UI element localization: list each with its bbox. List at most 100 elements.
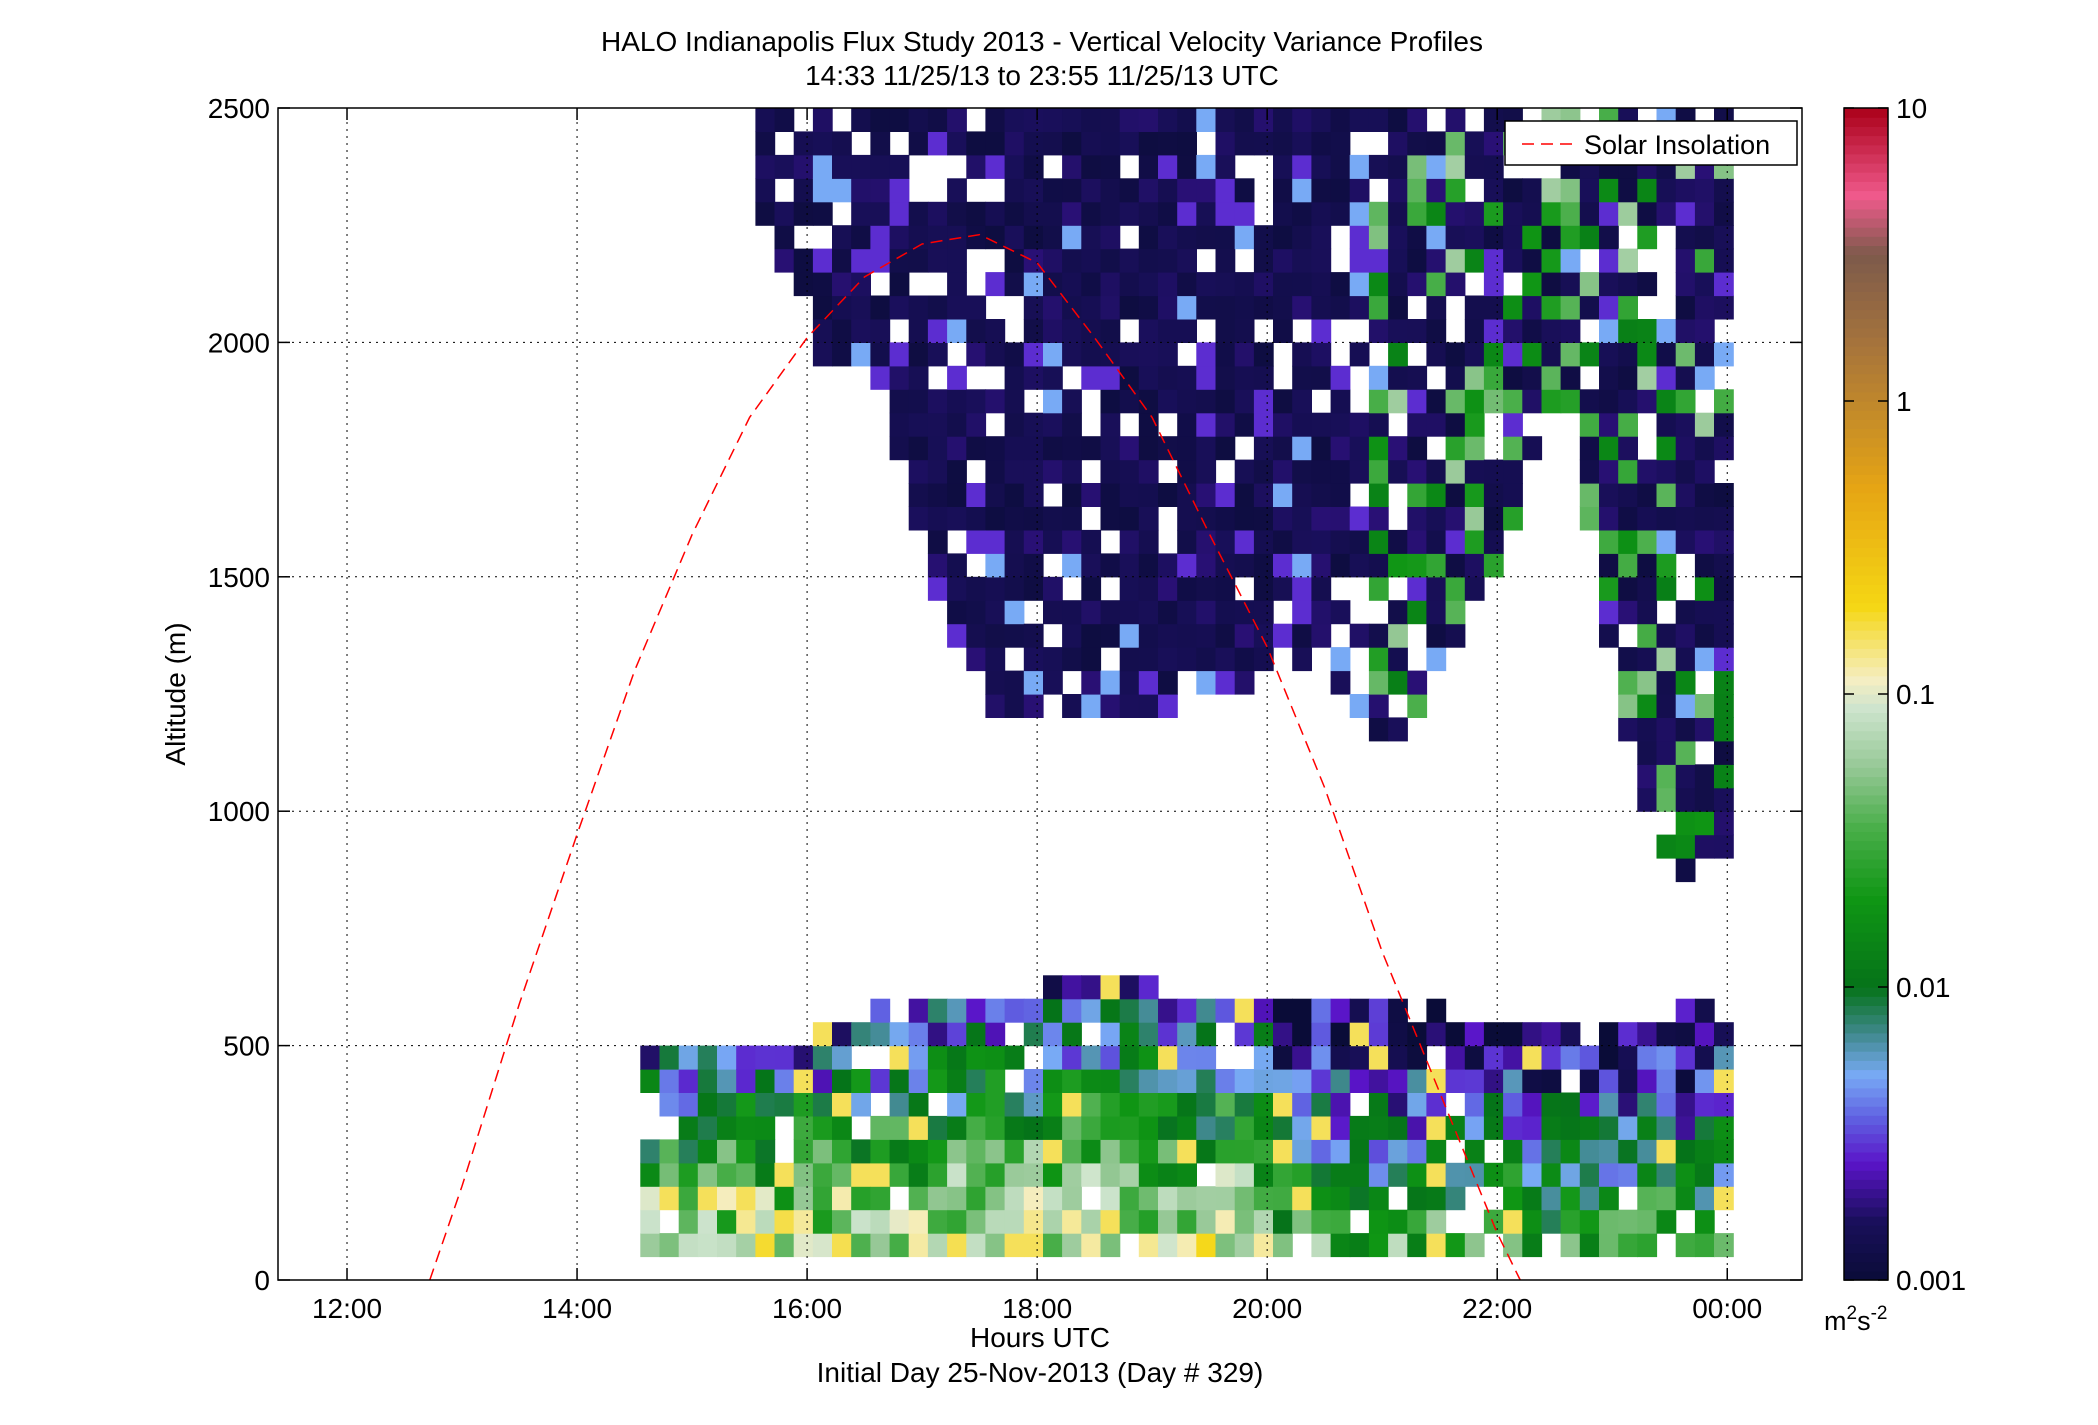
variance-cell — [1234, 201, 1255, 226]
variance-cell — [1464, 1045, 1485, 1070]
variance-cell — [1618, 342, 1638, 367]
variance-cell — [1215, 319, 1236, 343]
variance-cell — [966, 1045, 987, 1070]
variance-cell — [1599, 483, 1619, 507]
variance-cell — [1522, 248, 1543, 273]
variance-cell — [908, 342, 929, 367]
variance-cell — [1330, 1022, 1351, 1047]
variance-cell — [812, 1045, 833, 1070]
variance-cell — [1138, 201, 1159, 226]
variance-cell — [908, 412, 929, 437]
variance-cell — [1675, 389, 1696, 414]
variance-cell — [1177, 1045, 1197, 1070]
variance-cell — [1004, 576, 1025, 601]
variance-cell — [1138, 670, 1159, 695]
variance-cell — [1100, 1092, 1121, 1117]
x-tick-label: 22:00 — [1462, 1293, 1532, 1324]
variance-cell — [985, 553, 1006, 578]
variance-cell — [1177, 131, 1197, 156]
variance-cell — [1388, 225, 1408, 250]
variance-cell — [1637, 506, 1658, 531]
variance-cell — [1081, 998, 1102, 1023]
variance-cell — [1138, 365, 1159, 390]
variance-cell — [1426, 998, 1447, 1023]
variance-cell — [927, 1045, 948, 1070]
variance-cell — [1407, 1069, 1428, 1093]
variance-cell — [1062, 975, 1082, 1000]
variance-cell — [1177, 483, 1197, 507]
variance-cell — [1330, 389, 1351, 414]
colorbar-band — [1844, 1023, 1888, 1034]
variance-cell — [1138, 600, 1159, 625]
variance-cell — [1253, 412, 1274, 437]
variance-cell — [1694, 600, 1715, 625]
variance-cell — [947, 131, 967, 156]
variance-cell — [1694, 647, 1715, 672]
variance-cell — [1138, 529, 1159, 554]
variance-cell — [1349, 272, 1370, 297]
variance-cell — [1177, 647, 1197, 672]
variance-cell — [1522, 178, 1543, 203]
variance-cell — [1426, 342, 1447, 367]
variance-cell — [1426, 529, 1447, 554]
variance-cell — [966, 342, 987, 367]
variance-cell — [1138, 178, 1159, 203]
variance-cell — [1579, 201, 1600, 226]
variance-cell — [889, 295, 910, 320]
variance-cell — [1081, 670, 1102, 695]
variance-cell — [1349, 1233, 1370, 1258]
variance-cell — [1119, 295, 1140, 320]
variance-cell — [1637, 717, 1658, 742]
variance-cell — [1368, 436, 1389, 461]
variance-cell — [832, 272, 852, 297]
variance-cell — [985, 272, 1006, 297]
variance-cell — [1714, 764, 1734, 789]
variance-cell — [1675, 787, 1696, 812]
variance-cell — [1618, 389, 1638, 414]
variance-cell — [1445, 342, 1466, 367]
variance-cell — [1579, 1092, 1600, 1117]
variance-cell — [1119, 365, 1140, 390]
variance-cell — [1541, 1022, 1562, 1047]
variance-cell — [1541, 342, 1562, 367]
variance-cell — [1483, 1209, 1504, 1234]
variance-cell — [659, 1139, 680, 1164]
colorbar-band — [1844, 401, 1888, 411]
variance-cell — [985, 623, 1006, 648]
variance-cell — [1579, 272, 1600, 297]
variance-cell — [1081, 1092, 1102, 1117]
variance-cell — [832, 342, 852, 367]
variance-cell — [1407, 1045, 1428, 1070]
variance-cell — [1177, 600, 1197, 625]
colorbar-band — [1844, 987, 1888, 997]
variance-cell — [1560, 295, 1581, 320]
y-tick-label: 500 — [223, 1031, 270, 1062]
variance-cell — [1081, 975, 1102, 1000]
variance-cell — [985, 1092, 1006, 1117]
variance-cell — [1253, 1022, 1274, 1047]
variance-cell — [1426, 178, 1447, 203]
colorbar-band — [1844, 336, 1888, 347]
variance-cell — [697, 1233, 718, 1258]
variance-cell — [1349, 1069, 1370, 1093]
variance-cell — [1483, 506, 1504, 531]
variance-cell — [889, 108, 910, 132]
colorbar-band — [1844, 437, 1888, 448]
variance-cell — [1273, 1139, 1293, 1164]
variance-cell — [927, 1022, 948, 1047]
variance-cell — [832, 1186, 852, 1211]
variance-cell — [985, 1186, 1006, 1211]
variance-cell — [1196, 1186, 1217, 1211]
variance-cell — [1560, 1139, 1581, 1164]
variance-cell — [1196, 389, 1217, 414]
variance-cell — [1234, 1022, 1255, 1047]
variance-cell — [1675, 740, 1696, 765]
variance-cell — [1618, 529, 1638, 554]
colorbar-band — [1844, 1188, 1888, 1199]
variance-cell — [1062, 506, 1082, 531]
variance-cell — [774, 154, 795, 179]
variance-cell — [1311, 225, 1332, 250]
variance-cell — [966, 1209, 987, 1234]
variance-cell — [947, 1139, 967, 1164]
